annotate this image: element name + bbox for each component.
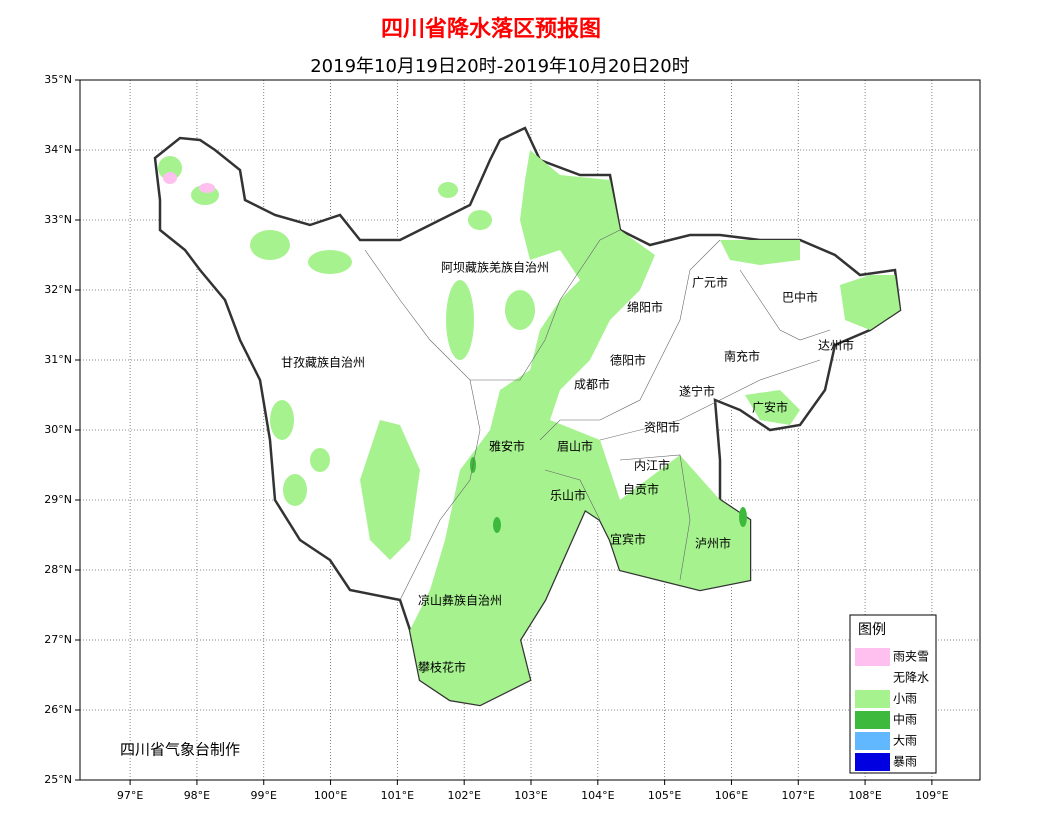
x-tick-label: 97°E (117, 789, 143, 802)
x-tick-label: 108°E (848, 789, 881, 802)
legend-swatch (855, 711, 890, 729)
rain-area (283, 474, 307, 506)
region-label: 宜宾市 (610, 532, 646, 547)
rain-area (745, 390, 800, 425)
title: 四川省降水落区预报图 (381, 17, 601, 42)
rain-area (739, 507, 747, 527)
y-tick-label: 29°N (44, 493, 72, 506)
boundary (739, 269, 831, 341)
legend-swatch (855, 669, 890, 687)
region-label: 自贡市 (623, 482, 659, 497)
legend-swatch (855, 753, 890, 771)
y-tick-label: 33°N (44, 213, 72, 226)
rain-area (360, 420, 420, 560)
legend-swatch (855, 648, 890, 666)
legend-label: 大雨 (893, 734, 917, 748)
region-label: 巴中市 (782, 290, 818, 305)
region-label: 乐山市 (550, 488, 586, 503)
y-tick-label: 32°N (44, 283, 72, 296)
legend-label: 雨夹雪 (893, 650, 929, 664)
sleet-areas (163, 172, 215, 193)
y-tick-label: 31°N (44, 353, 72, 366)
y-tick-label: 25°N (44, 773, 72, 786)
rain-area (720, 240, 800, 265)
light-rain-areas (158, 150, 900, 705)
region-label: 雅安市 (489, 439, 525, 454)
rain-area (158, 156, 182, 180)
rain-area (446, 280, 474, 360)
rain-area (310, 448, 330, 472)
boundary (599, 359, 821, 441)
boundary (399, 379, 481, 601)
region-label: 南充市 (724, 349, 760, 364)
subtitle: 2019年10月19日20时-2019年10月20日20时 (310, 56, 690, 77)
region-label: 广元市 (692, 275, 728, 290)
rain-area (270, 400, 294, 440)
y-tick-label: 34°N (44, 143, 72, 156)
region-label: 凉山彝族自治州 (418, 593, 502, 608)
rain-area (308, 250, 352, 274)
region-label: 达州市 (818, 338, 854, 353)
rain-area (505, 290, 535, 330)
region-label: 攀枝花市 (418, 660, 466, 675)
rain-area (493, 517, 501, 533)
sleet-area (199, 183, 215, 193)
legend-label: 小雨 (893, 692, 917, 706)
x-tick-label: 100°E (314, 789, 347, 802)
rain-area (468, 210, 492, 230)
y-tick-label: 35°N (44, 73, 72, 86)
moderate-rain-areas (470, 457, 747, 533)
x-tick-label: 98°E (184, 789, 210, 802)
region-label: 阿坝藏族羌族自治州 (441, 261, 549, 275)
legend-label: 中雨 (893, 712, 917, 727)
legend-label: 无降水 (893, 671, 929, 685)
region-label: 内江市 (634, 458, 670, 473)
boundary (539, 239, 721, 441)
region-label: 眉山市 (557, 439, 593, 454)
region-boundaries (364, 229, 831, 601)
region-label: 甘孜藏族自治州 (281, 356, 365, 370)
x-tick-label: 105°E (648, 789, 681, 802)
map-frame (79, 79, 981, 781)
rain-area (840, 275, 900, 330)
y-tick-label: 30°N (44, 423, 72, 436)
region-label: 泸州市 (695, 536, 731, 551)
region-label: 资阳市 (644, 420, 680, 435)
x-tick-label: 104°E (581, 789, 614, 802)
region-label: 成都市 (574, 377, 610, 392)
x-tick-label: 99°E (251, 789, 277, 802)
boundary (544, 454, 691, 581)
x-tick-label: 106°E (715, 789, 748, 802)
x-tick-label: 109°E (915, 789, 948, 802)
y-tick-label: 28°N (44, 563, 72, 576)
x-tick-label: 101°E (381, 789, 414, 802)
region-label: 遂宁市 (679, 384, 715, 399)
credit: 四川省气象台制作 (120, 741, 240, 759)
legend-label: 暴雨 (893, 755, 917, 769)
region-label: 绵阳市 (627, 300, 663, 315)
x-tick-label: 107°E (782, 789, 815, 802)
region-label: 德阳市 (610, 353, 646, 368)
rain-area (250, 230, 290, 260)
x-tick-label: 102°E (447, 789, 480, 802)
y-tick-label: 26°N (44, 703, 72, 716)
rain-area (438, 182, 458, 198)
legend-title: 图例 (858, 622, 886, 638)
boundary (364, 229, 621, 381)
region-label: 广安市 (752, 400, 788, 415)
y-tick-label: 27°N (44, 633, 72, 646)
legend-swatch (855, 690, 890, 708)
sleet-area (163, 172, 177, 184)
legend-swatch (855, 732, 890, 750)
rain-area (410, 150, 750, 705)
x-tick-label: 103°E (514, 789, 547, 802)
